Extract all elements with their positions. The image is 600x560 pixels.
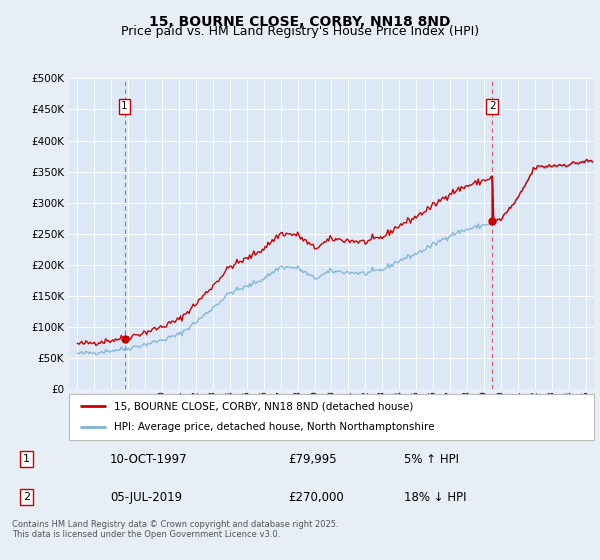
Text: £270,000: £270,000	[289, 491, 344, 504]
Text: 15, BOURNE CLOSE, CORBY, NN18 8ND (detached house): 15, BOURNE CLOSE, CORBY, NN18 8ND (detac…	[113, 401, 413, 411]
Text: 15, BOURNE CLOSE, CORBY, NN18 8ND: 15, BOURNE CLOSE, CORBY, NN18 8ND	[149, 15, 451, 29]
Text: 18% ↓ HPI: 18% ↓ HPI	[404, 491, 466, 504]
Text: 05-JUL-2019: 05-JUL-2019	[110, 491, 182, 504]
Text: Contains HM Land Registry data © Crown copyright and database right 2025.
This d: Contains HM Land Registry data © Crown c…	[12, 520, 338, 539]
Text: Price paid vs. HM Land Registry's House Price Index (HPI): Price paid vs. HM Land Registry's House …	[121, 25, 479, 38]
Text: 1: 1	[121, 101, 128, 111]
Text: 2: 2	[23, 492, 30, 502]
Text: 5% ↑ HPI: 5% ↑ HPI	[404, 452, 458, 465]
Text: 10-OCT-1997: 10-OCT-1997	[110, 452, 188, 465]
Text: £79,995: £79,995	[289, 452, 337, 465]
Text: 2: 2	[489, 101, 496, 111]
Text: 1: 1	[23, 454, 30, 464]
Text: HPI: Average price, detached house, North Northamptonshire: HPI: Average price, detached house, Nort…	[113, 422, 434, 432]
